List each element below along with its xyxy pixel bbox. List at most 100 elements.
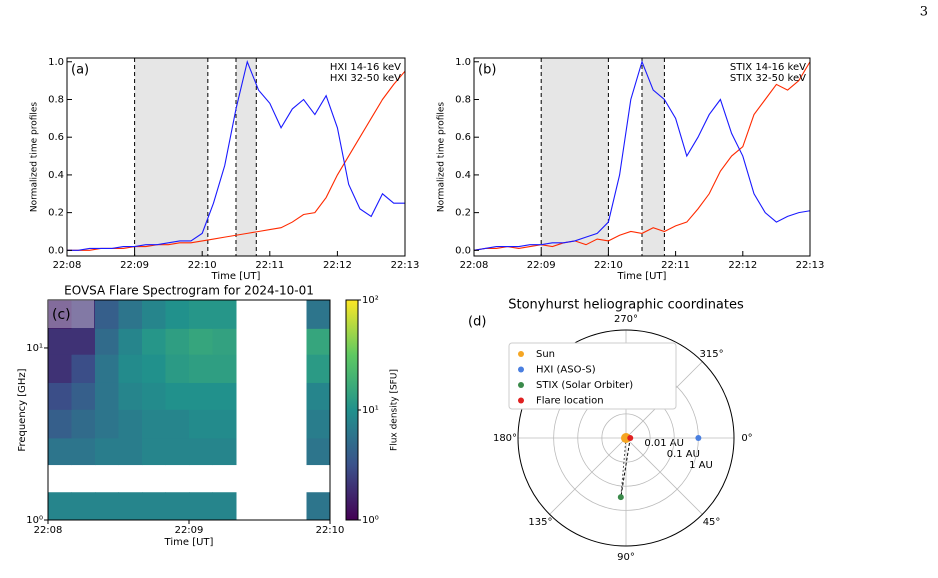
legend-entry: Flare location [536, 396, 604, 407]
spectrogram-cell [142, 409, 166, 439]
y-tick-label: 0.6 [48, 132, 64, 143]
spectrogram-cell [165, 492, 190, 521]
x-tick-label: 22:13 [796, 260, 825, 271]
spectrogram-cell [189, 300, 213, 329]
spectrogram-cell [142, 492, 166, 521]
spectrogram-cell [142, 437, 166, 466]
spectrogram-cell [212, 409, 237, 439]
spectrogram-cell [165, 328, 190, 355]
spectrogram-cell [142, 382, 166, 410]
spectrogram-cell [165, 354, 190, 383]
y-tick-label: 1.0 [455, 57, 471, 68]
y-tick-label: 0.4 [455, 170, 471, 181]
position-marker [621, 433, 631, 443]
spectrogram-cell [118, 409, 143, 439]
spectrogram-cell [306, 354, 331, 383]
spectrogram-cell [95, 409, 119, 439]
shaded-interval [134, 58, 208, 256]
spectrogram-cell [165, 437, 190, 466]
legend-entry: STIX 32-50 keV [730, 73, 806, 84]
legend-entry: Sun [536, 349, 555, 360]
position-marker [617, 494, 624, 501]
x-tick-label: 22:09 [120, 260, 149, 271]
spectrogram-cell [212, 382, 237, 410]
plot-frame [473, 57, 811, 257]
y-tick-label: 0.8 [48, 94, 64, 105]
x-tick-label: 22:10 [188, 260, 217, 271]
spectrogram-cell [142, 300, 166, 329]
position-marker [627, 435, 634, 441]
y-tick-label: 0.6 [455, 132, 471, 143]
spectrogram-cell [189, 492, 213, 521]
series-line [67, 59, 405, 251]
spectrogram-cell [48, 409, 72, 439]
y-tick-label: 0.0 [48, 245, 64, 256]
colorbar-label: Flux density [SFU] [390, 369, 400, 451]
legend-marker [518, 397, 524, 404]
legend-box [508, 342, 677, 410]
colorbar-tick-label: 10¹ [362, 405, 379, 416]
spectrogram-cell [306, 300, 331, 329]
shaded-interval [642, 58, 665, 256]
spectrogram-cell [71, 409, 96, 439]
y-tick-label: 0.4 [48, 170, 64, 181]
legend-entry: HXI (ASO-S) [536, 365, 596, 376]
x-tick-label: 22:09 [175, 525, 204, 536]
spectrogram-cell [95, 354, 119, 383]
y-tick-label: 0.2 [48, 208, 64, 219]
sightline [620, 437, 627, 498]
page-number: 3 [920, 5, 928, 20]
legend-entry: STIX (Solar Orbiter) [536, 380, 633, 391]
spectrogram-cell [95, 437, 119, 466]
x-tick-label: 22:10 [316, 525, 345, 536]
spectrogram-cell [71, 354, 96, 383]
panel-label: (b) [478, 63, 496, 78]
panel-label: (a) [71, 63, 89, 78]
spectrogram-cell [48, 382, 72, 410]
spectrogram-cell [212, 492, 237, 521]
spectrogram-cell [189, 354, 213, 383]
legend-entry: HXI 14-16 keV [330, 62, 401, 73]
angular-grid-line [625, 437, 703, 515]
spectrogram-cell [48, 300, 72, 329]
shaded-interval [541, 58, 609, 256]
spectrogram-cell [118, 354, 143, 383]
x-tick-label: 22:09 [527, 260, 556, 271]
spectrogram-cell [189, 382, 213, 410]
y-axis-label: Normalized time profiles [30, 102, 40, 213]
legend-marker [518, 351, 524, 357]
radial-tick-label: 1 AU [689, 460, 713, 471]
spectrogram-cell [95, 382, 119, 410]
spectrogram-cell [71, 328, 96, 355]
polar-frame [517, 329, 735, 547]
radial-tick-label: 0.1 AU [667, 449, 700, 460]
spectrogram-cell [142, 354, 166, 383]
spectrogram-cell [95, 328, 119, 355]
angular-tick-label: 270° [614, 314, 638, 325]
x-tick-label: 22:10 [594, 260, 623, 271]
spectrogram-cell [165, 382, 190, 410]
x-tick-label: 22:12 [323, 260, 352, 271]
spectrogram-cell [306, 492, 331, 521]
y-axis-label: Normalized time profiles [437, 102, 447, 213]
series-line [473, 60, 811, 251]
spectrogram-cell [118, 328, 143, 355]
colorbar-tick-label: 10² [362, 295, 379, 306]
spectrogram-cell [306, 409, 331, 439]
x-axis-label: Time [UT] [164, 537, 214, 548]
x-tick-label: 22:08 [460, 260, 489, 271]
chart-title: EOVSA Flare Spectrogram for 2024-10-01 [64, 284, 314, 298]
spectrogram-cell [189, 409, 213, 439]
angular-tick-label: 90° [617, 552, 635, 563]
spectrogram-cell [71, 492, 96, 521]
spectrogram-cell [71, 300, 96, 329]
spectrogram-cell [212, 300, 237, 329]
x-tick-label: 22:11 [255, 260, 284, 271]
spectrogram-cell [212, 437, 237, 466]
y-tick-label: 1.0 [48, 57, 64, 68]
x-tick-label: 22:13 [391, 260, 420, 271]
angular-grid-line [549, 437, 627, 515]
spectrogram-cell [71, 437, 96, 466]
panel-label: (d) [468, 315, 486, 330]
